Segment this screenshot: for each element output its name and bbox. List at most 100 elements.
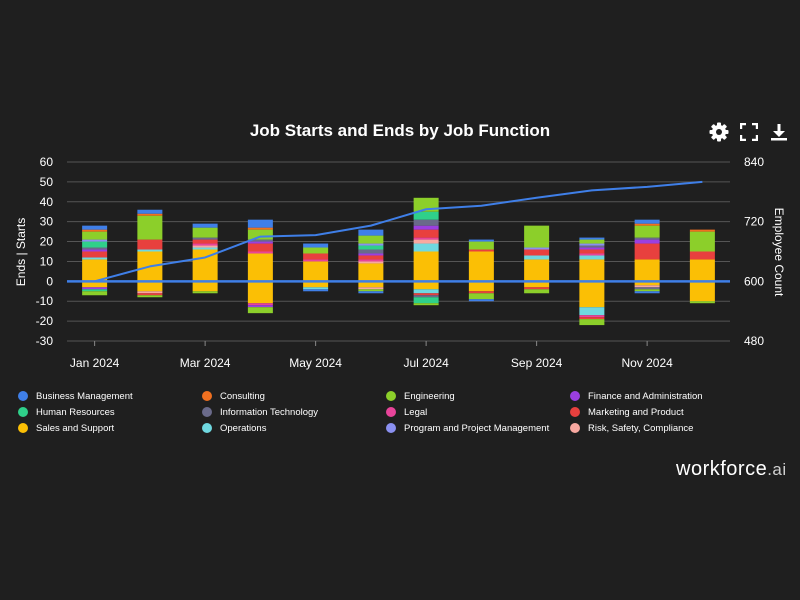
legend-item[interactable]: Information Technology bbox=[202, 406, 386, 418]
bar-segment-start bbox=[247, 229, 273, 240]
legend-item[interactable]: Engineering bbox=[386, 390, 570, 402]
employee-count-line bbox=[94, 180, 703, 283]
y-tick-label: 40 bbox=[40, 195, 54, 209]
legend-item[interactable]: Legal bbox=[386, 406, 570, 418]
bar-segment-start bbox=[247, 253, 273, 282]
bar-segment-start bbox=[192, 243, 218, 246]
download-icon bbox=[771, 124, 787, 141]
bar-segment-end bbox=[82, 289, 108, 292]
legend-label: Finance and Administration bbox=[588, 390, 703, 402]
legend-label: Legal bbox=[404, 406, 428, 418]
bar-segment-end bbox=[524, 287, 550, 290]
bar-segment-start bbox=[358, 243, 384, 246]
bar-segment-start bbox=[634, 237, 660, 240]
bar-segment-start bbox=[413, 211, 439, 220]
bar-segment-start bbox=[524, 255, 550, 260]
legend-label: Operations bbox=[220, 422, 267, 434]
bar-segment-end bbox=[358, 291, 384, 294]
gear-icon bbox=[709, 122, 729, 142]
y-axis-right: 840 720 600 480 bbox=[744, 155, 764, 348]
bar-segment-start bbox=[634, 223, 660, 226]
legend-label: Program and Project Management bbox=[404, 422, 550, 434]
bar-segment-start bbox=[137, 239, 163, 250]
bar-segment-start bbox=[82, 251, 108, 258]
bar-segment-start bbox=[247, 239, 273, 242]
settings-button[interactable] bbox=[708, 121, 730, 143]
bar-segment-end bbox=[247, 281, 273, 304]
bar-segment-start bbox=[468, 251, 494, 282]
bar-segment-start bbox=[634, 239, 660, 244]
legend-item[interactable]: Consulting bbox=[202, 390, 386, 402]
bar-segment-start bbox=[303, 247, 329, 254]
bar-segment-end bbox=[137, 291, 163, 294]
bar-segment-end bbox=[634, 291, 660, 294]
bar-segment-start bbox=[192, 239, 218, 244]
bar-segment-start bbox=[579, 259, 605, 282]
legend-label: Human Resources bbox=[36, 406, 115, 418]
legend-dot-icon bbox=[570, 423, 580, 433]
bar-segment-start bbox=[579, 239, 605, 244]
bar-segment-start bbox=[82, 241, 108, 248]
bar-segment-start bbox=[524, 225, 550, 248]
bar-segment-start bbox=[192, 223, 218, 228]
bar-segment-start bbox=[247, 243, 273, 252]
y2-tick-label: 720 bbox=[744, 215, 764, 229]
bar-segment-start bbox=[358, 229, 384, 236]
brand-logo: workforce.ai bbox=[676, 458, 787, 481]
legend-item[interactable]: Sales and Support bbox=[18, 422, 202, 434]
legend-dot-icon bbox=[386, 423, 396, 433]
bar-segment-end bbox=[358, 287, 384, 290]
legend-dot-icon bbox=[202, 407, 212, 417]
bar-segment-end bbox=[579, 319, 605, 326]
legend-item[interactable]: Human Resources bbox=[18, 406, 202, 418]
x-tick-label: Jan 2024 bbox=[70, 356, 120, 370]
legend-item[interactable]: Operations bbox=[202, 422, 386, 434]
bar-segment-end bbox=[413, 281, 439, 290]
bar-segment-end bbox=[137, 295, 163, 298]
bar-segment-end bbox=[579, 315, 605, 318]
legend-dot-icon bbox=[202, 391, 212, 401]
bar-segment-start bbox=[358, 253, 384, 256]
bar-segment-start bbox=[413, 229, 439, 238]
chart-title: Job Starts and Ends by Job Function bbox=[249, 121, 551, 140]
y2-axis-label: Employee Count bbox=[772, 208, 786, 297]
legend-label: Business Management bbox=[36, 390, 133, 402]
bar-segment-start bbox=[247, 251, 273, 254]
download-button[interactable] bbox=[768, 121, 790, 143]
bar-segment-start bbox=[137, 249, 163, 252]
legend-label: Engineering bbox=[404, 390, 455, 402]
y-tick-label: 20 bbox=[40, 235, 54, 249]
bar-segment-end bbox=[358, 281, 384, 288]
bar-segment-start bbox=[689, 229, 715, 232]
legend-item[interactable]: Finance and Administration bbox=[570, 390, 754, 402]
brand-suffix: .ai bbox=[767, 460, 787, 479]
legend-item[interactable]: Marketing and Product bbox=[570, 406, 754, 418]
bars bbox=[82, 197, 715, 326]
x-tick-label: May 2024 bbox=[289, 356, 342, 370]
legend-dot-icon bbox=[202, 423, 212, 433]
bar-segment-start bbox=[303, 261, 329, 282]
legend-dot-icon bbox=[570, 391, 580, 401]
bar-segment-end bbox=[413, 297, 439, 304]
x-tick-label: Nov 2024 bbox=[621, 356, 673, 370]
bar-segment-end bbox=[247, 305, 273, 308]
y-tick-label: -20 bbox=[36, 314, 54, 328]
bar-segment-end bbox=[303, 287, 329, 290]
legend-label: Risk, Safety, Compliance bbox=[588, 422, 694, 434]
bar-segment-end bbox=[579, 317, 605, 320]
bar-segment-start bbox=[82, 239, 108, 242]
legend-item[interactable]: Business Management bbox=[18, 390, 202, 402]
fullscreen-button[interactable] bbox=[738, 121, 760, 143]
bar-segment-start bbox=[82, 229, 108, 232]
legend-item[interactable]: Program and Project Management bbox=[386, 422, 570, 434]
bar-segment-end bbox=[634, 285, 660, 288]
bar-segment-start bbox=[137, 213, 163, 216]
bar-segment-start bbox=[468, 249, 494, 252]
bar-segment-start bbox=[358, 245, 384, 250]
bar-segment-end bbox=[413, 293, 439, 296]
legend-item[interactable]: Risk, Safety, Compliance bbox=[570, 422, 754, 434]
bar-segment-end bbox=[192, 291, 218, 294]
bar-segment-start bbox=[413, 237, 439, 240]
bar-segment-start bbox=[358, 261, 384, 264]
bar-segment-end bbox=[137, 293, 163, 296]
